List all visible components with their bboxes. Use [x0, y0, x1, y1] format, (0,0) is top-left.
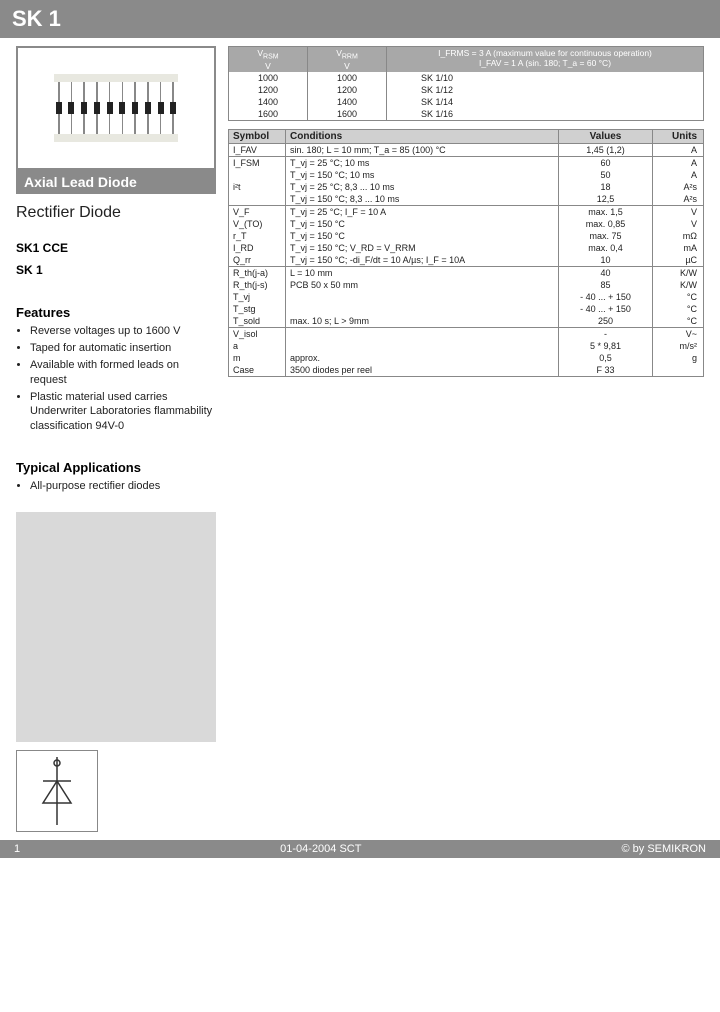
- table-row: R_th(j-a)L = 10 mm40K/W: [229, 266, 704, 279]
- product-image: [16, 46, 216, 170]
- table-row: I_FSMT_vj = 25 °C; 10 ms60A: [229, 156, 704, 169]
- footer-date: 01-04-2004 SCT: [280, 843, 361, 855]
- feature-item: Taped for automatic insertion: [30, 341, 216, 356]
- header-title: SK 1: [12, 6, 61, 31]
- footer-copy: © by SEMIKRON: [621, 843, 706, 855]
- table-row: Symbol Conditions Values Units: [229, 129, 704, 143]
- table-row: I_FAVsin. 180; L = 10 mm; T_a = 85 (100)…: [229, 143, 704, 156]
- feature-item: Available with formed leads on request: [30, 358, 216, 388]
- page-header: SK 1: [0, 0, 720, 38]
- spec-table: Symbol Conditions Values Units I_FAVsin.…: [228, 129, 704, 377]
- table-row: r_TT_vj = 150 °Cmax. 75mΩ: [229, 230, 704, 242]
- table-row: T_vj- 40 ... + 150°C: [229, 291, 704, 303]
- table-row: Q_rrT_vj = 150 °C; -di_F/dt = 10 A/µs; I…: [229, 254, 704, 267]
- application-item: All-purpose rectifier diodes: [30, 479, 216, 494]
- feature-item: Reverse voltages up to 1600 V: [30, 324, 216, 339]
- table-row: 1200 1200 SK 1/12: [229, 84, 704, 96]
- table-row: T_vj = 150 °C; 8,3 ... 10 ms12,5A²s: [229, 193, 704, 206]
- features-heading: Features: [16, 281, 216, 322]
- table-row: R_th(j-s)PCB 50 x 50 mm85K/W: [229, 279, 704, 291]
- product-subtitle: Rectifier Diode: [16, 194, 216, 226]
- table-row: V_FT_vj = 25 °C; I_F = 10 Amax. 1,5V: [229, 205, 704, 218]
- feature-item: Plastic material used carries Underwrite…: [30, 390, 216, 435]
- footer-page: 1: [14, 843, 20, 855]
- table-row: 1400 1400 SK 1/14: [229, 96, 704, 108]
- table-row: VRSM V VRRM V I_FRMS = 3 A (maximum valu…: [229, 47, 704, 72]
- ratings-table: VRSM V VRRM V I_FRMS = 3 A (maximum valu…: [228, 46, 704, 121]
- page-footer: 1 01-04-2004 SCT © by SEMIKRON: [0, 840, 720, 858]
- table-row: i²tT_vj = 25 °C; 8,3 ... 10 ms18A²s: [229, 181, 704, 193]
- table-row: T_vj = 150 °C; 10 ms50A: [229, 169, 704, 181]
- product-codes: SK1 CCE SK 1: [16, 226, 216, 281]
- left-column: Axial Lead Diode Rectifier Diode SK1 CCE…: [16, 46, 216, 832]
- placeholder-block: [16, 512, 216, 742]
- image-caption: Axial Lead Diode: [16, 170, 216, 194]
- applications-list: All-purpose rectifier diodes: [16, 479, 216, 494]
- table-row: T_soldmax. 10 s; L > 9mm250°C: [229, 315, 704, 328]
- features-list: Reverse voltages up to 1600 V Taped for …: [16, 324, 216, 434]
- table-row: T_stg- 40 ... + 150°C: [229, 303, 704, 315]
- product-code: SK1 CCE: [16, 238, 216, 260]
- table-row: 1000 1000 SK 1/10: [229, 72, 704, 84]
- applications-heading: Typical Applications: [16, 436, 216, 477]
- table-row: Case3500 diodes per reelF 33: [229, 364, 704, 377]
- table-row: I_RDT_vj = 150 °C; V_RD = V_RRMmax. 0,4m…: [229, 242, 704, 254]
- header-note: I_FAV = 1 A (sin. 180; T_a = 60 °C): [479, 58, 611, 68]
- header-note: I_FRMS = 3 A (maximum value for continuo…: [438, 48, 652, 58]
- right-column: VRSM V VRRM V I_FRMS = 3 A (maximum valu…: [228, 46, 704, 832]
- table-row: V_(TO)T_vj = 150 °Cmax. 0,85V: [229, 218, 704, 230]
- page-content: Axial Lead Diode Rectifier Diode SK1 CCE…: [0, 38, 720, 832]
- table-row: a5 * 9,81m/s²: [229, 340, 704, 352]
- table-row: V_isol-V~: [229, 327, 704, 340]
- table-row: 1600 1600 SK 1/16: [229, 108, 704, 121]
- diode-symbol: [16, 750, 98, 832]
- table-row: mapprox.0,5g: [229, 352, 704, 364]
- product-code: SK 1: [16, 260, 216, 282]
- datasheet-page: SK 1: [0, 0, 720, 858]
